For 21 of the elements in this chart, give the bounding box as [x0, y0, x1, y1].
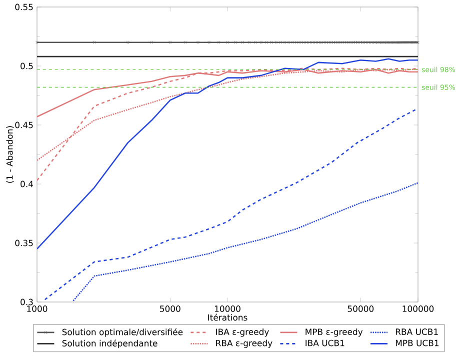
x-tick-label: 1000 — [27, 306, 48, 312]
y-tick-label: 0.5 — [20, 62, 33, 70]
legend-label: MPB ε-greedy — [306, 328, 363, 337]
legend-label: RBA ε-greedy — [216, 340, 272, 348]
x-axis-title: Itérations — [208, 314, 248, 321]
legend-label: Solution indépendante — [62, 340, 158, 348]
y-tick-label: 0.55 — [15, 4, 33, 10]
y-tick-label: 0.4 — [20, 180, 34, 188]
y-axis-title: (1 - Abandon) — [6, 126, 14, 183]
x-tick-label: 100000 — [402, 306, 434, 312]
legend-label: RBA UCB1 — [396, 328, 438, 335]
y-tick-label: 0.3 — [20, 298, 33, 306]
x-tick-label: 10000 — [214, 306, 240, 312]
legend-label: Solution optimale/diversifiée — [62, 328, 183, 337]
x-tick-label: 50000 — [348, 306, 374, 312]
legend-label: MPB UCB1 — [396, 340, 439, 346]
y-tick-label: 0.45 — [15, 122, 33, 128]
legend-label: IBA ε-greedy — [216, 328, 269, 337]
legend-label: IBA UCB1 — [306, 340, 344, 346]
x-tick-label: 5000 — [160, 306, 180, 312]
y-tick-label: 0.35 — [15, 240, 33, 246]
